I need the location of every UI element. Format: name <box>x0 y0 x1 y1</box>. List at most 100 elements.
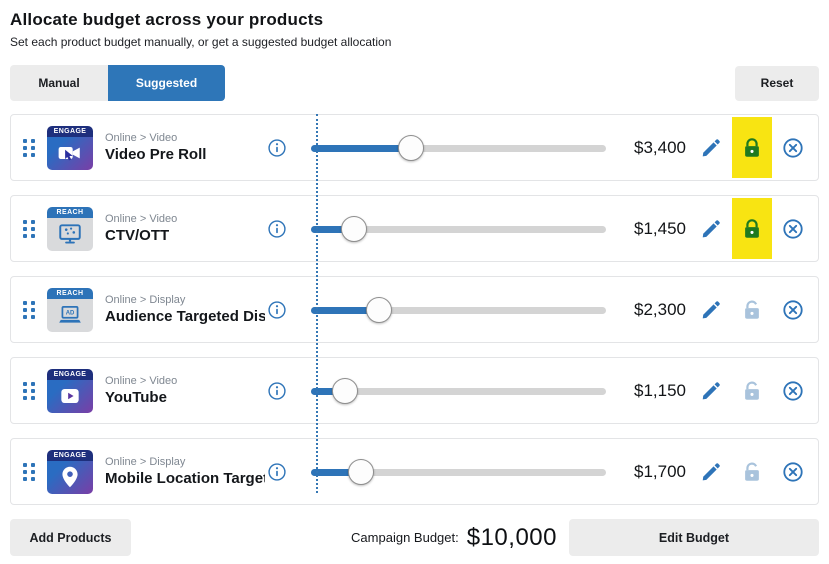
slider-thumb[interactable] <box>398 134 425 161</box>
slider-fill <box>311 306 379 314</box>
edit-value-button[interactable] <box>700 461 722 483</box>
budget-value: $1,700 <box>634 461 686 481</box>
budget-value: $3,400 <box>634 137 686 157</box>
product-tier-badge: REACH <box>47 287 93 299</box>
display-ad-laptop-icon: AD <box>59 306 81 323</box>
info-icon[interactable] <box>267 219 287 239</box>
reset-button[interactable]: Reset <box>735 65 819 101</box>
drag-handle-icon[interactable] <box>23 300 35 319</box>
drag-handle-icon[interactable] <box>23 462 35 481</box>
slider-fill <box>311 468 362 476</box>
edit-value-button[interactable] <box>700 299 722 321</box>
product-info: Online > Display Audience Targeted Dis… <box>105 294 265 325</box>
add-products-button[interactable]: Add Products <box>10 519 131 556</box>
product-row: ENGAGE AD <box>10 357 819 424</box>
edit-value-button[interactable] <box>700 218 722 240</box>
lock-toggle-button[interactable] <box>741 218 763 240</box>
product-category: Online > Display <box>105 456 186 468</box>
product-tier-badge: ENGAGE <box>47 368 93 380</box>
tab-manual[interactable]: Manual <box>10 65 108 101</box>
product-name: Video Pre Roll <box>105 146 207 163</box>
info-icon[interactable] <box>267 300 287 320</box>
product-thumbnail: REACH AD <box>47 206 93 251</box>
slider-thumb[interactable] <box>331 377 358 404</box>
product-list: ENGAGE AD <box>10 114 819 505</box>
product-info: Online > Video YouTube <box>105 375 265 406</box>
budget-slider[interactable] <box>311 377 606 404</box>
drag-handle-icon[interactable] <box>23 138 35 157</box>
campaign-budget-label: Campaign Budget: <box>351 530 459 545</box>
budget-slider[interactable] <box>311 458 606 485</box>
product-thumbnail: ENGAGE AD <box>47 125 93 170</box>
remove-product-button[interactable] <box>782 137 804 159</box>
slider-track[interactable] <box>311 387 606 395</box>
lock-toggle-button[interactable] <box>741 380 763 402</box>
remove-product-button[interactable] <box>782 218 804 240</box>
edit-value-button[interactable] <box>700 380 722 402</box>
edit-budget-button[interactable]: Edit Budget <box>569 519 819 556</box>
pencil-icon <box>702 219 720 237</box>
slider-track[interactable] <box>311 144 606 152</box>
lock-highlight-area <box>732 198 772 259</box>
page-subtitle: Set each product budget manually, or get… <box>10 35 392 49</box>
slider-thumb[interactable] <box>348 458 375 485</box>
slider-track[interactable] <box>311 468 606 476</box>
info-icon[interactable] <box>267 138 287 158</box>
lock-highlight-area <box>732 441 772 502</box>
product-tier-badge: ENGAGE <box>47 125 93 137</box>
lock-toggle-button[interactable] <box>741 461 763 483</box>
lock-toggle-button[interactable] <box>741 299 763 321</box>
budget-value: $1,150 <box>634 380 686 400</box>
lock-toggle-button[interactable] <box>741 137 763 159</box>
toolbar: Manual Suggested Reset <box>10 65 819 101</box>
drag-handle-icon[interactable] <box>23 219 35 238</box>
slider-fill <box>311 387 345 395</box>
info-icon[interactable] <box>267 381 287 401</box>
lock-open-icon <box>745 381 759 400</box>
lock-highlight-area <box>732 360 772 421</box>
product-row: ENGAGE AD <box>10 438 819 505</box>
drag-handle-icon[interactable] <box>23 381 35 400</box>
budget-slider[interactable] <box>311 215 606 242</box>
product-thumbnail: ENGAGE AD <box>47 368 93 413</box>
campaign-budget: Campaign Budget: $10,000 <box>351 524 557 552</box>
pencil-icon <box>702 381 720 399</box>
circled-x-icon <box>783 299 803 320</box>
remove-product-button[interactable] <box>782 299 804 321</box>
product-name: CTV/OTT <box>105 227 170 244</box>
lock-highlight-area <box>732 279 772 340</box>
circled-x-icon <box>783 137 803 158</box>
budget-slider[interactable] <box>311 296 606 323</box>
footer-bar: Add Products Campaign Budget: $10,000 Ed… <box>10 519 819 556</box>
campaign-budget-value: $10,000 <box>466 523 557 551</box>
page-title: Allocate budget across your products <box>10 10 324 29</box>
pencil-icon <box>702 300 720 318</box>
remove-product-button[interactable] <box>782 461 804 483</box>
remove-product-button[interactable] <box>782 380 804 402</box>
slider-track[interactable] <box>311 225 606 233</box>
budget-value: $2,300 <box>634 299 686 319</box>
lock-closed-icon <box>745 137 759 157</box>
slider-track[interactable] <box>311 306 606 314</box>
product-info: Online > Video CTV/OTT <box>105 213 265 244</box>
tab-suggested[interactable]: Suggested <box>108 65 225 101</box>
pencil-icon <box>702 138 720 156</box>
budget-slider[interactable] <box>311 134 606 161</box>
product-info: Online > Display Mobile Location Target… <box>105 456 265 487</box>
product-name: Audience Targeted Dis… <box>105 308 265 325</box>
circled-x-icon <box>783 218 803 239</box>
product-row: REACH AD <box>10 276 819 343</box>
product-category: Online > Display <box>105 294 186 306</box>
product-name: Mobile Location Target… <box>105 470 265 487</box>
product-category: Online > Video <box>105 213 178 225</box>
slider-thumb[interactable] <box>340 215 367 242</box>
product-category: Online > Video <box>105 375 178 387</box>
lock-open-icon <box>745 462 759 481</box>
lock-open-icon <box>745 300 759 319</box>
slider-thumb[interactable] <box>365 296 392 323</box>
info-icon[interactable] <box>267 462 287 482</box>
edit-value-button[interactable] <box>700 137 722 159</box>
circled-x-icon <box>783 380 803 401</box>
youtube-icon <box>61 388 79 404</box>
